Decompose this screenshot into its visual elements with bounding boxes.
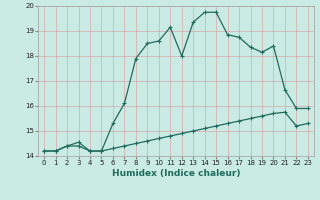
X-axis label: Humidex (Indice chaleur): Humidex (Indice chaleur)	[112, 169, 240, 178]
